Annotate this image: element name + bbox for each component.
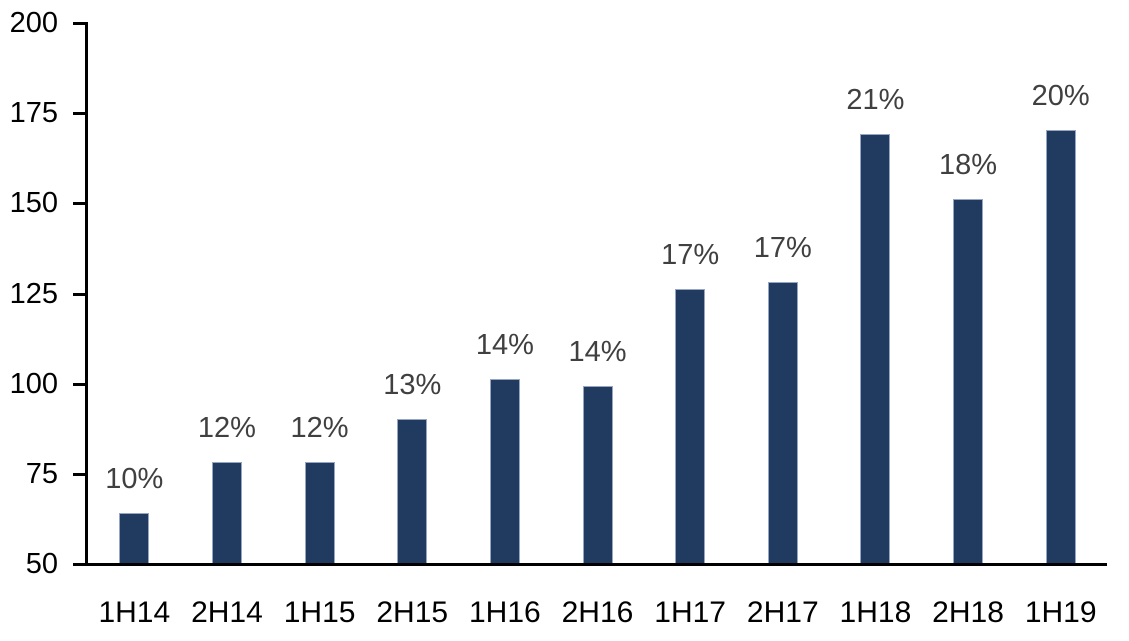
bar-label: 17% [661,238,720,271]
y-tick-mark [73,202,85,206]
x-tick-label: 2H18 [932,596,1004,629]
bar [767,281,798,563]
bar [582,386,613,563]
bar-label: 12% [290,412,349,444]
bar [397,418,428,563]
y-tick-mark [73,112,85,116]
y-tick-mark [73,472,85,476]
y-tick-label: 175 [9,97,58,130]
x-tick-label: 1H17 [654,596,726,629]
x-tick-label: 2H15 [376,596,449,629]
y-tick-mark [73,292,85,296]
bar [211,462,242,563]
y-tick-label: 125 [9,277,58,310]
y-axis-line [85,22,88,566]
bar-label: 14% [475,329,534,362]
x-tick-label: 1H18 [839,596,912,629]
x-tick-label: 1H16 [468,596,541,629]
x-tick-label: 1H19 [1024,596,1097,629]
bar-label: 12% [197,412,256,444]
x-tick-label: 2H14 [191,596,263,629]
bar [304,462,335,563]
bar-label: 18% [939,148,998,181]
bar [1045,130,1076,563]
x-tick-label: 2H17 [746,596,819,629]
x-tick-label: 1H14 [98,596,171,629]
bar-label: 21% [846,83,905,116]
bar [119,512,150,563]
y-tick-mark [73,382,85,386]
y-tick-label: 50 [25,548,58,580]
x-tick-label: 2H16 [561,596,634,629]
x-axis-line [85,563,1107,566]
bar-label: 14% [568,336,627,369]
x-tick-label: 1H15 [283,596,356,629]
y-tick-label: 150 [9,187,58,220]
y-tick-label: 200 [9,7,58,39]
bar-label: 13% [383,368,442,401]
y-tick-mark [73,563,85,566]
bar [860,133,891,563]
bar [675,288,706,563]
bar [953,198,984,563]
y-tick-label: 100 [9,367,58,400]
bar-label: 10% [105,462,164,495]
y-tick-label: 75 [25,457,58,490]
bar [489,379,520,563]
bar-label: 20% [1031,80,1090,113]
bar-label: 17% [753,231,812,264]
y-tick-mark [73,22,85,25]
